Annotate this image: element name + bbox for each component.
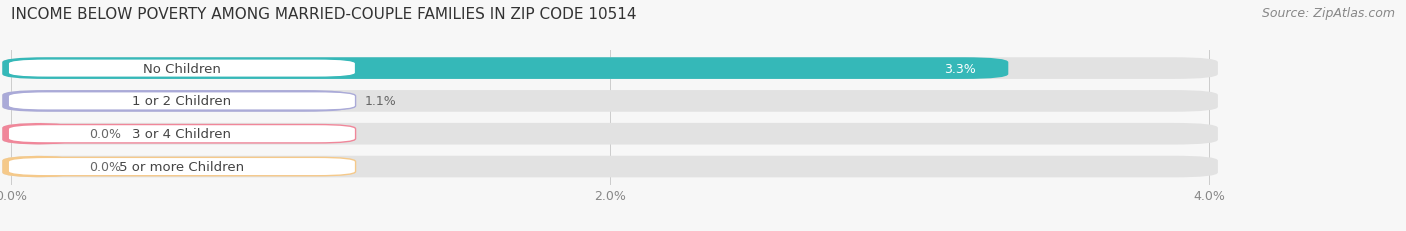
Text: 0.0%: 0.0% — [89, 160, 121, 173]
Text: 3 or 4 Children: 3 or 4 Children — [132, 128, 232, 141]
FancyBboxPatch shape — [3, 91, 350, 112]
FancyBboxPatch shape — [8, 92, 356, 111]
FancyBboxPatch shape — [3, 58, 1218, 79]
FancyBboxPatch shape — [3, 156, 1218, 178]
Text: 1.1%: 1.1% — [364, 95, 396, 108]
Text: 3.3%: 3.3% — [943, 62, 976, 75]
FancyBboxPatch shape — [8, 125, 356, 143]
FancyBboxPatch shape — [3, 123, 75, 145]
Text: Source: ZipAtlas.com: Source: ZipAtlas.com — [1261, 7, 1395, 20]
Text: No Children: No Children — [143, 62, 221, 75]
Text: 5 or more Children: 5 or more Children — [120, 160, 245, 173]
Text: 1 or 2 Children: 1 or 2 Children — [132, 95, 232, 108]
FancyBboxPatch shape — [8, 158, 356, 176]
FancyBboxPatch shape — [8, 60, 356, 78]
Text: 0.0%: 0.0% — [89, 128, 121, 141]
FancyBboxPatch shape — [3, 156, 75, 178]
FancyBboxPatch shape — [3, 91, 1218, 112]
FancyBboxPatch shape — [3, 123, 1218, 145]
Text: INCOME BELOW POVERTY AMONG MARRIED-COUPLE FAMILIES IN ZIP CODE 10514: INCOME BELOW POVERTY AMONG MARRIED-COUPL… — [11, 7, 637, 22]
FancyBboxPatch shape — [3, 58, 1008, 79]
